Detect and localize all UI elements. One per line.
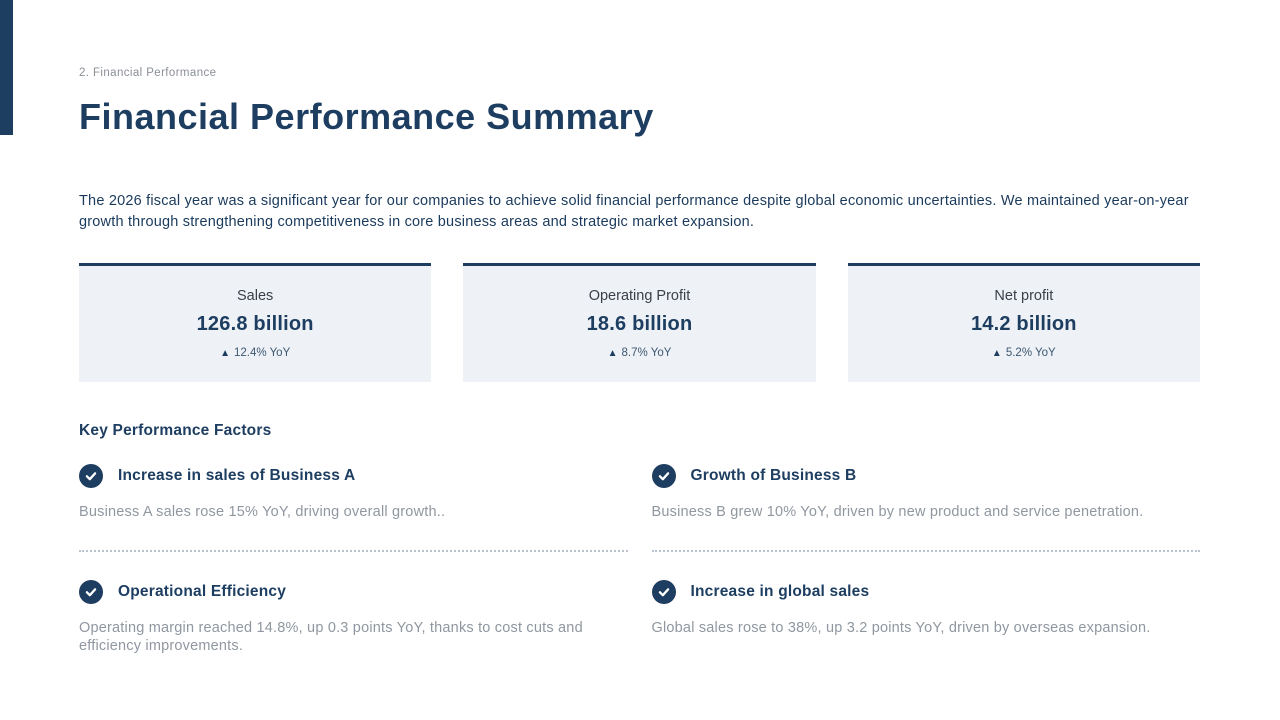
stat-card-delta: ▲ 8.7% YoY (463, 347, 815, 359)
check-icon (79, 464, 103, 488)
stat-card-operating-profit: Operating Profit 18.6 billion ▲ 8.7% YoY (463, 263, 816, 382)
factor-title: Increase in global sales (690, 582, 870, 600)
stat-card-label: Sales (237, 288, 274, 304)
check-icon (79, 579, 103, 604)
factor-header: Increase in global sales (651, 579, 1201, 604)
dotted-divider (79, 549, 628, 552)
dotted-divider (651, 549, 1200, 552)
factor-header: Increase in sales of Business A (79, 464, 628, 488)
factor-item-business-b: Growth of Business B Business B grew 10%… (651, 464, 1201, 522)
stat-cards-row: Sales 126.8 billion ▲ 12.4% YoY Operating… (79, 263, 1200, 382)
breadcrumb: 2. Financial Performance (79, 67, 217, 79)
stat-card-value: 14.2 billion (970, 313, 1077, 335)
stat-card-value: 126.8 billion (196, 313, 314, 335)
factor-title: Increase in sales of Business A (118, 467, 356, 484)
factor-item-operational-efficiency: Operational Efficiency Operating margin … (79, 579, 628, 656)
check-icon (651, 579, 676, 604)
factor-title: Operational Efficiency (118, 582, 287, 600)
stat-card-value: 18.6 billion (586, 313, 693, 335)
key-factors-grid: Increase in sales of Business A Business… (79, 464, 1200, 656)
factor-header: Operational Efficiency (79, 579, 628, 604)
up-triangle-icon: ▲ (607, 348, 618, 359)
up-triangle-icon: ▲ (220, 348, 230, 359)
factor-item-business-a: Increase in sales of Business A Business… (79, 464, 628, 522)
stat-card-delta: ▲ 5.2% YoY (848, 347, 1200, 359)
stat-card-label: Operating Profit (588, 288, 691, 304)
accent-bar (0, 0, 13, 135)
up-triangle-icon: ▲ (991, 348, 1002, 359)
stat-card-label: Net profit (994, 288, 1054, 304)
check-icon (651, 464, 676, 488)
factor-item-global-sales: Increase in global sales Global sales ro… (651, 579, 1201, 656)
delta-text: 12.4% YoY (233, 347, 291, 359)
key-factors-heading: Key Performance Factors (79, 422, 272, 439)
slide-content: 2. Financial Performance Financial Perfo… (79, 0, 1200, 656)
delta-text: 8.7% YoY (621, 347, 672, 359)
stat-card-delta: ▲ 12.4% YoY (79, 347, 431, 359)
factor-title: Growth of Business B (690, 467, 857, 484)
stat-card-sales: Sales 126.8 billion ▲ 12.4% YoY (79, 263, 432, 382)
factor-description: Operating margin reached 14.8%, up 0.3 p… (79, 619, 583, 655)
factor-header: Growth of Business B (651, 464, 1201, 488)
intro-paragraph: The 2026 fiscal year was a significant y… (79, 193, 1189, 230)
factor-description: Business B grew 10% YoY, driven by new p… (651, 504, 1144, 520)
page-title: Financial Performance Summary (79, 96, 654, 137)
factor-description: Business A sales rose 15% YoY, driving o… (79, 504, 446, 520)
factor-description: Global sales rose to 38%, up 3.2 points … (651, 619, 1151, 636)
stat-card-net-profit: Net profit 14.2 billion ▲ 5.2% YoY (847, 263, 1200, 382)
delta-text: 5.2% YoY (1005, 347, 1056, 359)
